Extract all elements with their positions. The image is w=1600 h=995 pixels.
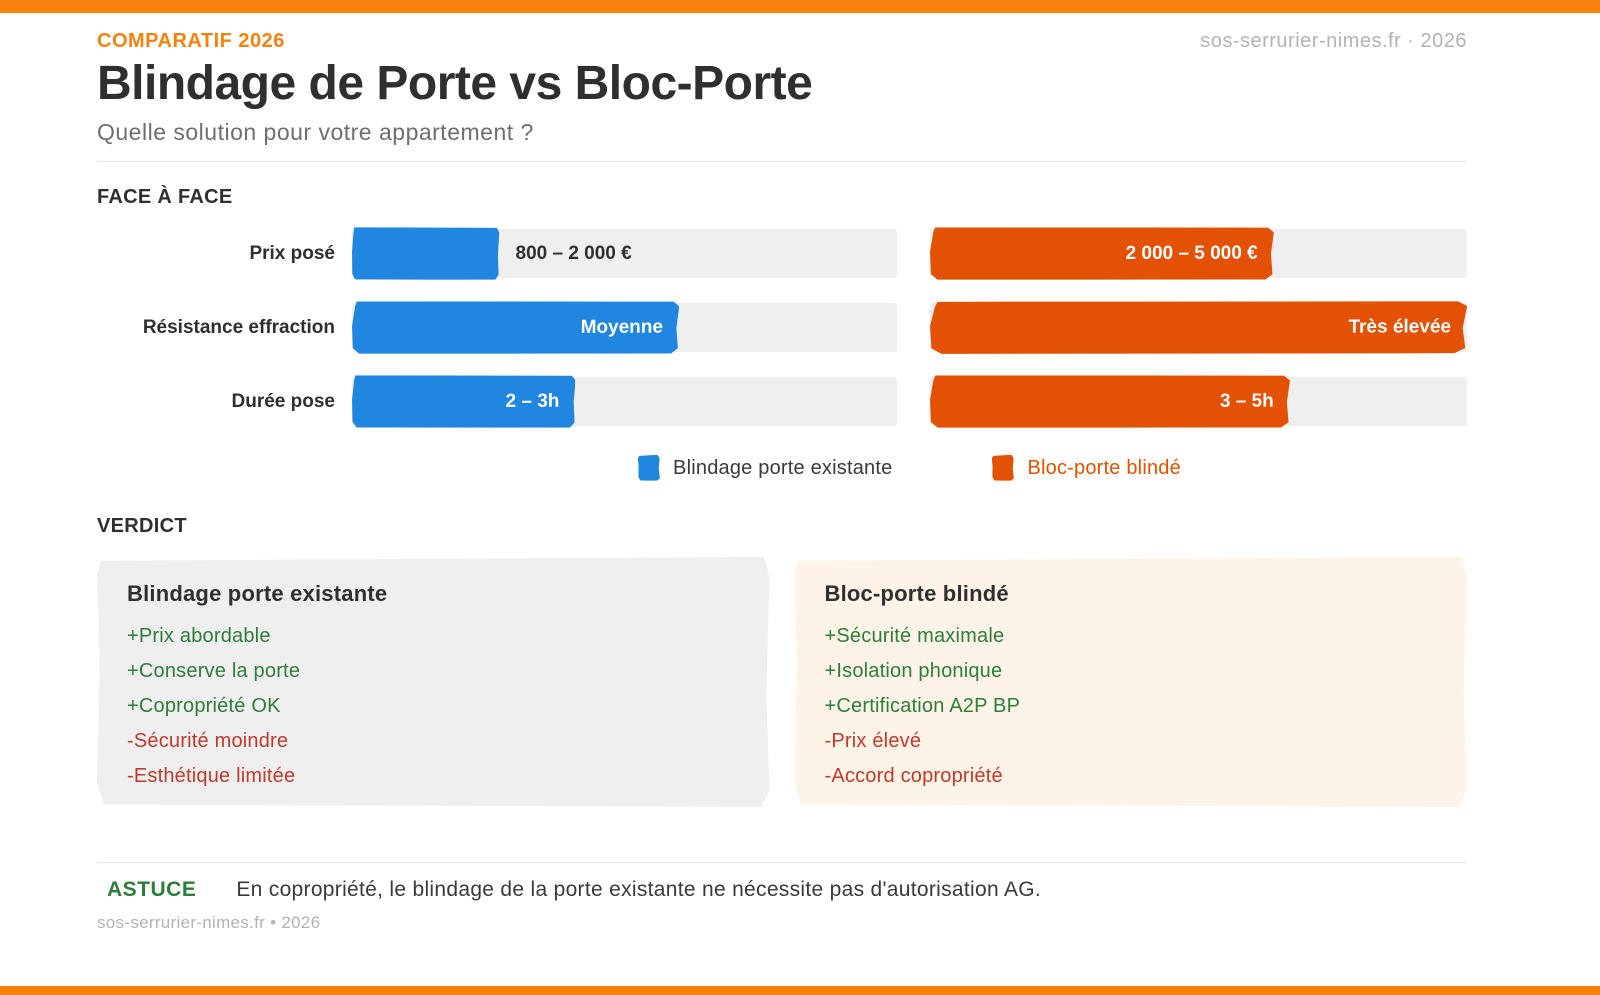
pro-item: +Prix abordable [127,625,271,647]
bar-fill-blue [352,227,500,280]
pro-item: +Copropriété OK [127,695,281,717]
page-title: Blindage de Porte vs Bloc-Porte [97,57,813,110]
legend-label: Blindage porte existante [673,456,893,479]
bar-value-label: Très élevée [1348,315,1452,338]
bar-fill-orange: Très élevée [930,300,1467,354]
top-accent-bar [0,0,1600,13]
header-divider [97,161,1467,162]
bottom-accent-bar [0,986,1600,995]
chart-row-resistance-effraction: Résistance effraction Moyenne Très élevé… [97,303,1467,352]
footer-divider [97,862,1467,863]
bar-track-right: 3 – 5h [930,377,1467,426]
tip-text: En copropriété, le blindage de la porte … [236,878,1042,901]
bar-track-left: 2 – 3h [352,377,897,426]
bar-fill-blue: 2 – 3h [352,375,576,429]
bar-track-right: Très élevée [930,303,1467,352]
pro-item: +Sécurité maximale [824,625,1005,647]
bar-track-right: 2 000 – 5 000 € [930,229,1467,278]
verdict-card-bloc-porte: Bloc-porte blindé +Sécurité maximale +Is… [794,557,1467,807]
bar-value-label: 2 000 – 5 000 € [1125,242,1258,264]
chart-legend: Blindage porte existante Bloc-porte blin… [352,455,1467,481]
tip-row: ASTUCE En copropriété, le blindage de la… [97,876,1467,904]
legend-label: Bloc-porte blindé [1027,456,1181,479]
legend-swatch-blue-icon [638,455,661,482]
header: COMPARATIF 2026 sos-serrurier-nimes.fr ·… [97,29,1467,53]
kicker: COMPARATIF 2026 [97,30,285,52]
page-content: COMPARATIF 2026 sos-serrurier-nimes.fr ·… [0,29,1600,933]
section-title-verdict: VERDICT [97,515,187,537]
legend-item-bloc-porte: Bloc-porte blindé [992,455,1181,481]
bar-fill-orange: 2 000 – 5 000 € [930,227,1274,281]
pro-item: +Certification A2P BP [824,695,1021,717]
con-item: -Sécurité moindre [127,730,289,752]
card-title: Bloc-porte blindé [824,581,1009,606]
bar-track-left: Moyenne [352,303,897,352]
bar-value-label: 2 – 3h [505,390,560,412]
tip-label: ASTUCE [107,878,197,901]
bar-fill-orange: 3 – 5h [930,375,1290,429]
card-items: +Sécurité maximale +Isolation phonique +… [825,619,1438,794]
site-credit-bottom: sos-serrurier-nimes.fr • 2026 [97,913,321,932]
site-credit-top: sos-serrurier-nimes.fr · 2026 [1200,30,1467,52]
con-item: -Accord copropriété [824,765,1003,787]
row-label: Résistance effraction [142,316,335,338]
bar-fill-blue: Moyenne [352,301,679,355]
pro-item: +Conserve la porte [127,660,301,682]
bar-value-label: 3 – 5h [1219,390,1274,412]
con-item: -Esthétique limitée [127,765,296,787]
row-label: Prix posé [249,242,335,264]
section-title-face-a-face: FACE À FACE [97,186,233,208]
row-label: Durée pose [231,390,335,412]
card-title: Blindage porte existante [127,581,388,606]
verdict-cards: Blindage porte existante +Prix abordable… [97,557,1467,807]
chart-row-duree-pose: Durée pose 2 – 3h 3 – 5h [97,377,1467,426]
chart-row-prix-pose: Prix posé 800 – 2 000 € 2 000 – 5 000 € [97,229,1467,278]
pro-item: +Isolation phonique [824,660,1003,682]
verdict-card-blindage: Blindage porte existante +Prix abordable… [97,557,770,807]
comparison-chart: Prix posé 800 – 2 000 € 2 000 – 5 000 € … [97,229,1467,481]
legend-swatch-orange-icon [992,455,1015,482]
bar-track-left: 800 – 2 000 € [352,229,897,278]
bar-value-label: Moyenne [580,316,664,338]
con-item: -Prix élevé [824,730,922,752]
bar-value-label: 800 – 2 000 € [515,242,632,264]
legend-item-blindage: Blindage porte existante [638,455,892,481]
card-items: +Prix abordable +Conserve la porte +Copr… [127,619,740,794]
header-left: COMPARATIF 2026 [97,29,285,53]
page-subtitle: Quelle solution pour votre appartement ? [97,119,534,145]
